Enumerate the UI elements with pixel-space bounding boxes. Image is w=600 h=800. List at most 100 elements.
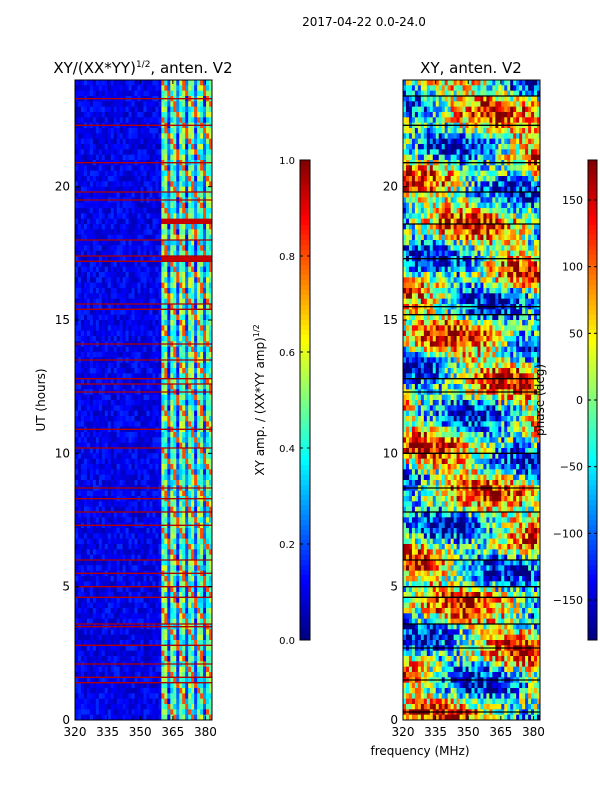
- heatmap-cell: [89, 170, 94, 177]
- heatmap-cell: [110, 410, 115, 417]
- heatmap-cell: [116, 277, 121, 284]
- heatmap-cell: [179, 581, 183, 588]
- heatmap-cell: [137, 442, 141, 449]
- heatmap-cell: [119, 202, 124, 209]
- heatmap-cell: [86, 512, 91, 518]
- heatmap-cell: [98, 234, 103, 241]
- heatmap-cell: [206, 304, 210, 310]
- heatmap-cell: [188, 453, 192, 460]
- heatmap-cell: [209, 229, 213, 236]
- heatmap-cell: [128, 432, 132, 438]
- heatmap-cell: [98, 176, 103, 182]
- heatmap-cell: [179, 544, 183, 550]
- heatmap-cell: [140, 560, 144, 566]
- heatmap-cell: [113, 128, 118, 134]
- heatmap-cell: [164, 277, 168, 284]
- heatmap-cell: [185, 474, 189, 481]
- heatmap-cell: [89, 176, 94, 182]
- heatmap-cell: [86, 170, 91, 177]
- heatmap-cell: [179, 565, 183, 572]
- heatmap-cell: [134, 346, 138, 353]
- heatmap-cell: [197, 128, 201, 134]
- heatmap-cell: [128, 613, 132, 620]
- heatmap-cell: [77, 298, 82, 305]
- heatmap-cell: [191, 165, 195, 172]
- heatmap-cell: [197, 528, 201, 534]
- heatmap-cell: [140, 138, 144, 145]
- heatmap-cell: [194, 261, 198, 268]
- heatmap-cell: [86, 320, 91, 326]
- heatmap-cell: [95, 149, 100, 156]
- heatmap-cell: [128, 240, 132, 246]
- heatmap-cell: [140, 314, 144, 321]
- heatmap-cell: [155, 490, 159, 497]
- heatmap-cell: [92, 224, 97, 230]
- heatmap-cell: [173, 298, 177, 305]
- heatmap-cell: [167, 400, 171, 406]
- heatmap-cell: [167, 165, 171, 172]
- heatmap-cell: [191, 432, 195, 438]
- heatmap-cell: [98, 154, 103, 161]
- heatmap-cell: [107, 181, 112, 188]
- heatmap-cell: [206, 448, 210, 454]
- heatmap-cell: [155, 533, 159, 540]
- heatmap-cell: [206, 234, 210, 241]
- heatmap-cell: [197, 517, 201, 524]
- heatmap-cell: [143, 629, 147, 636]
- heatmap-cell: [95, 293, 100, 300]
- heatmap-cell: [155, 368, 159, 374]
- heatmap-cell: [107, 250, 112, 257]
- heatmap-cell: [80, 320, 85, 326]
- heatmap-cell: [80, 314, 85, 321]
- heatmap-cell: [197, 106, 201, 113]
- heatmap-cell: [194, 586, 198, 593]
- heatmap-cell: [131, 378, 135, 385]
- heatmap-cell: [146, 458, 150, 465]
- heatmap-cell: [113, 282, 118, 289]
- heatmap-cell: [161, 549, 165, 556]
- heatmap-cell: [101, 192, 106, 198]
- heatmap-cell: [122, 213, 127, 220]
- heatmap-cell: [182, 272, 186, 278]
- heatmap-cell: [152, 544, 156, 550]
- heatmap-cell: [158, 117, 162, 124]
- heatmap-cell: [164, 629, 168, 636]
- heatmap-cell: [75, 533, 79, 540]
- heatmap-cell: [86, 309, 91, 316]
- heatmap-cell: [140, 277, 144, 284]
- heatmap-cell: [152, 634, 156, 641]
- heatmap-cell: [113, 218, 118, 225]
- heatmap-cell: [95, 437, 100, 444]
- heatmap-cell: [194, 90, 198, 97]
- heatmap-cell: [173, 320, 177, 326]
- heatmap-cell: [149, 112, 153, 118]
- heatmap-cell: [77, 565, 82, 572]
- heatmap-cell: [188, 640, 192, 646]
- heatmap-cell: [140, 400, 144, 406]
- heatmap-cell: [185, 634, 189, 641]
- heatmap-cell: [152, 261, 156, 268]
- heatmap-cell: [77, 554, 82, 561]
- heatmap-cell: [75, 133, 79, 140]
- heatmap-cell: [182, 117, 186, 124]
- heatmap-cell: [137, 213, 141, 220]
- heatmap-cell: [149, 474, 153, 481]
- heatmap-cell: [182, 250, 186, 257]
- heatmap-cell: [155, 266, 159, 273]
- heatmap-cell: [75, 202, 79, 209]
- heatmap-cell: [92, 538, 97, 545]
- heatmap-cell: [188, 586, 192, 593]
- heatmap-cell: [107, 144, 112, 150]
- heatmap-cell: [107, 501, 112, 508]
- heatmap-cell: [104, 117, 109, 124]
- heatmap-cell: [107, 421, 112, 428]
- heatmap-cell: [140, 373, 144, 380]
- heatmap-cell: [89, 90, 94, 97]
- heatmap-cell: [134, 229, 138, 236]
- heatmap-cell: [206, 325, 210, 332]
- heatmap-cell: [77, 608, 82, 614]
- heatmap-cell: [206, 272, 210, 278]
- heatmap-cell: [77, 213, 82, 220]
- heatmap-cell: [155, 437, 159, 444]
- heatmap-cell: [179, 325, 183, 332]
